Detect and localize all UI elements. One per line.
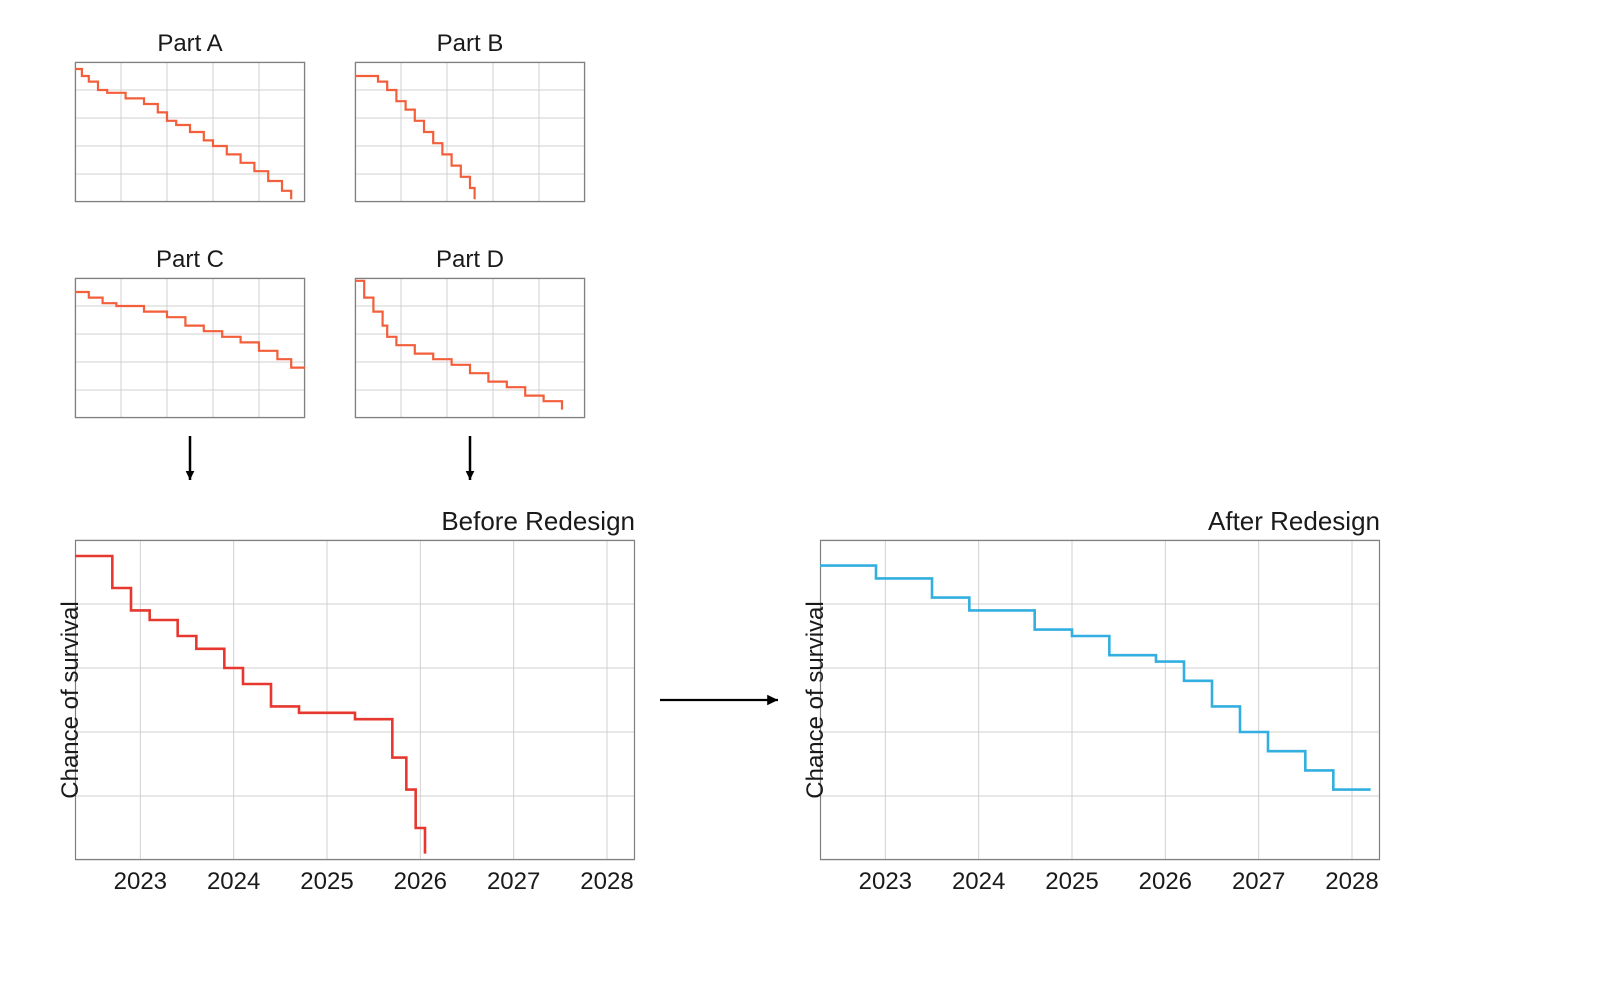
x-tick-label: 2028 — [1325, 868, 1378, 896]
x-tick-label: 2026 — [1139, 868, 1192, 896]
x-tick-label: 2028 — [580, 868, 633, 896]
y-axis-label: Chance of survival — [57, 601, 85, 798]
x-tick-label: 2024 — [207, 868, 260, 896]
x-tick-label: 2026 — [394, 868, 447, 896]
flow-arrow — [190, 436, 214, 504]
y-axis-label: Chance of survival — [802, 601, 830, 798]
panel-title: Before Redesign — [441, 506, 635, 537]
panel-title: Part C — [156, 246, 224, 274]
panel-title: Part B — [437, 30, 504, 58]
small-chart-partC — [75, 278, 305, 418]
x-tick-label: 2027 — [487, 868, 540, 896]
flow-arrow — [660, 700, 806, 728]
x-tick-label: 2023 — [114, 868, 167, 896]
x-tick-label: 2024 — [952, 868, 1005, 896]
big-chart-after — [820, 540, 1380, 860]
x-tick-label: 2023 — [859, 868, 912, 896]
x-tick-label: 2025 — [1045, 868, 1098, 896]
panel-title: Part D — [436, 246, 504, 274]
flow-arrow — [470, 436, 494, 504]
small-chart-partA — [75, 62, 305, 202]
panel-title: After Redesign — [1208, 506, 1380, 537]
big-chart-before — [75, 540, 635, 860]
x-tick-label: 2025 — [300, 868, 353, 896]
panel-title: Part A — [157, 30, 222, 58]
small-chart-partB — [355, 62, 585, 202]
small-chart-partD — [355, 278, 585, 418]
x-tick-label: 2027 — [1232, 868, 1285, 896]
